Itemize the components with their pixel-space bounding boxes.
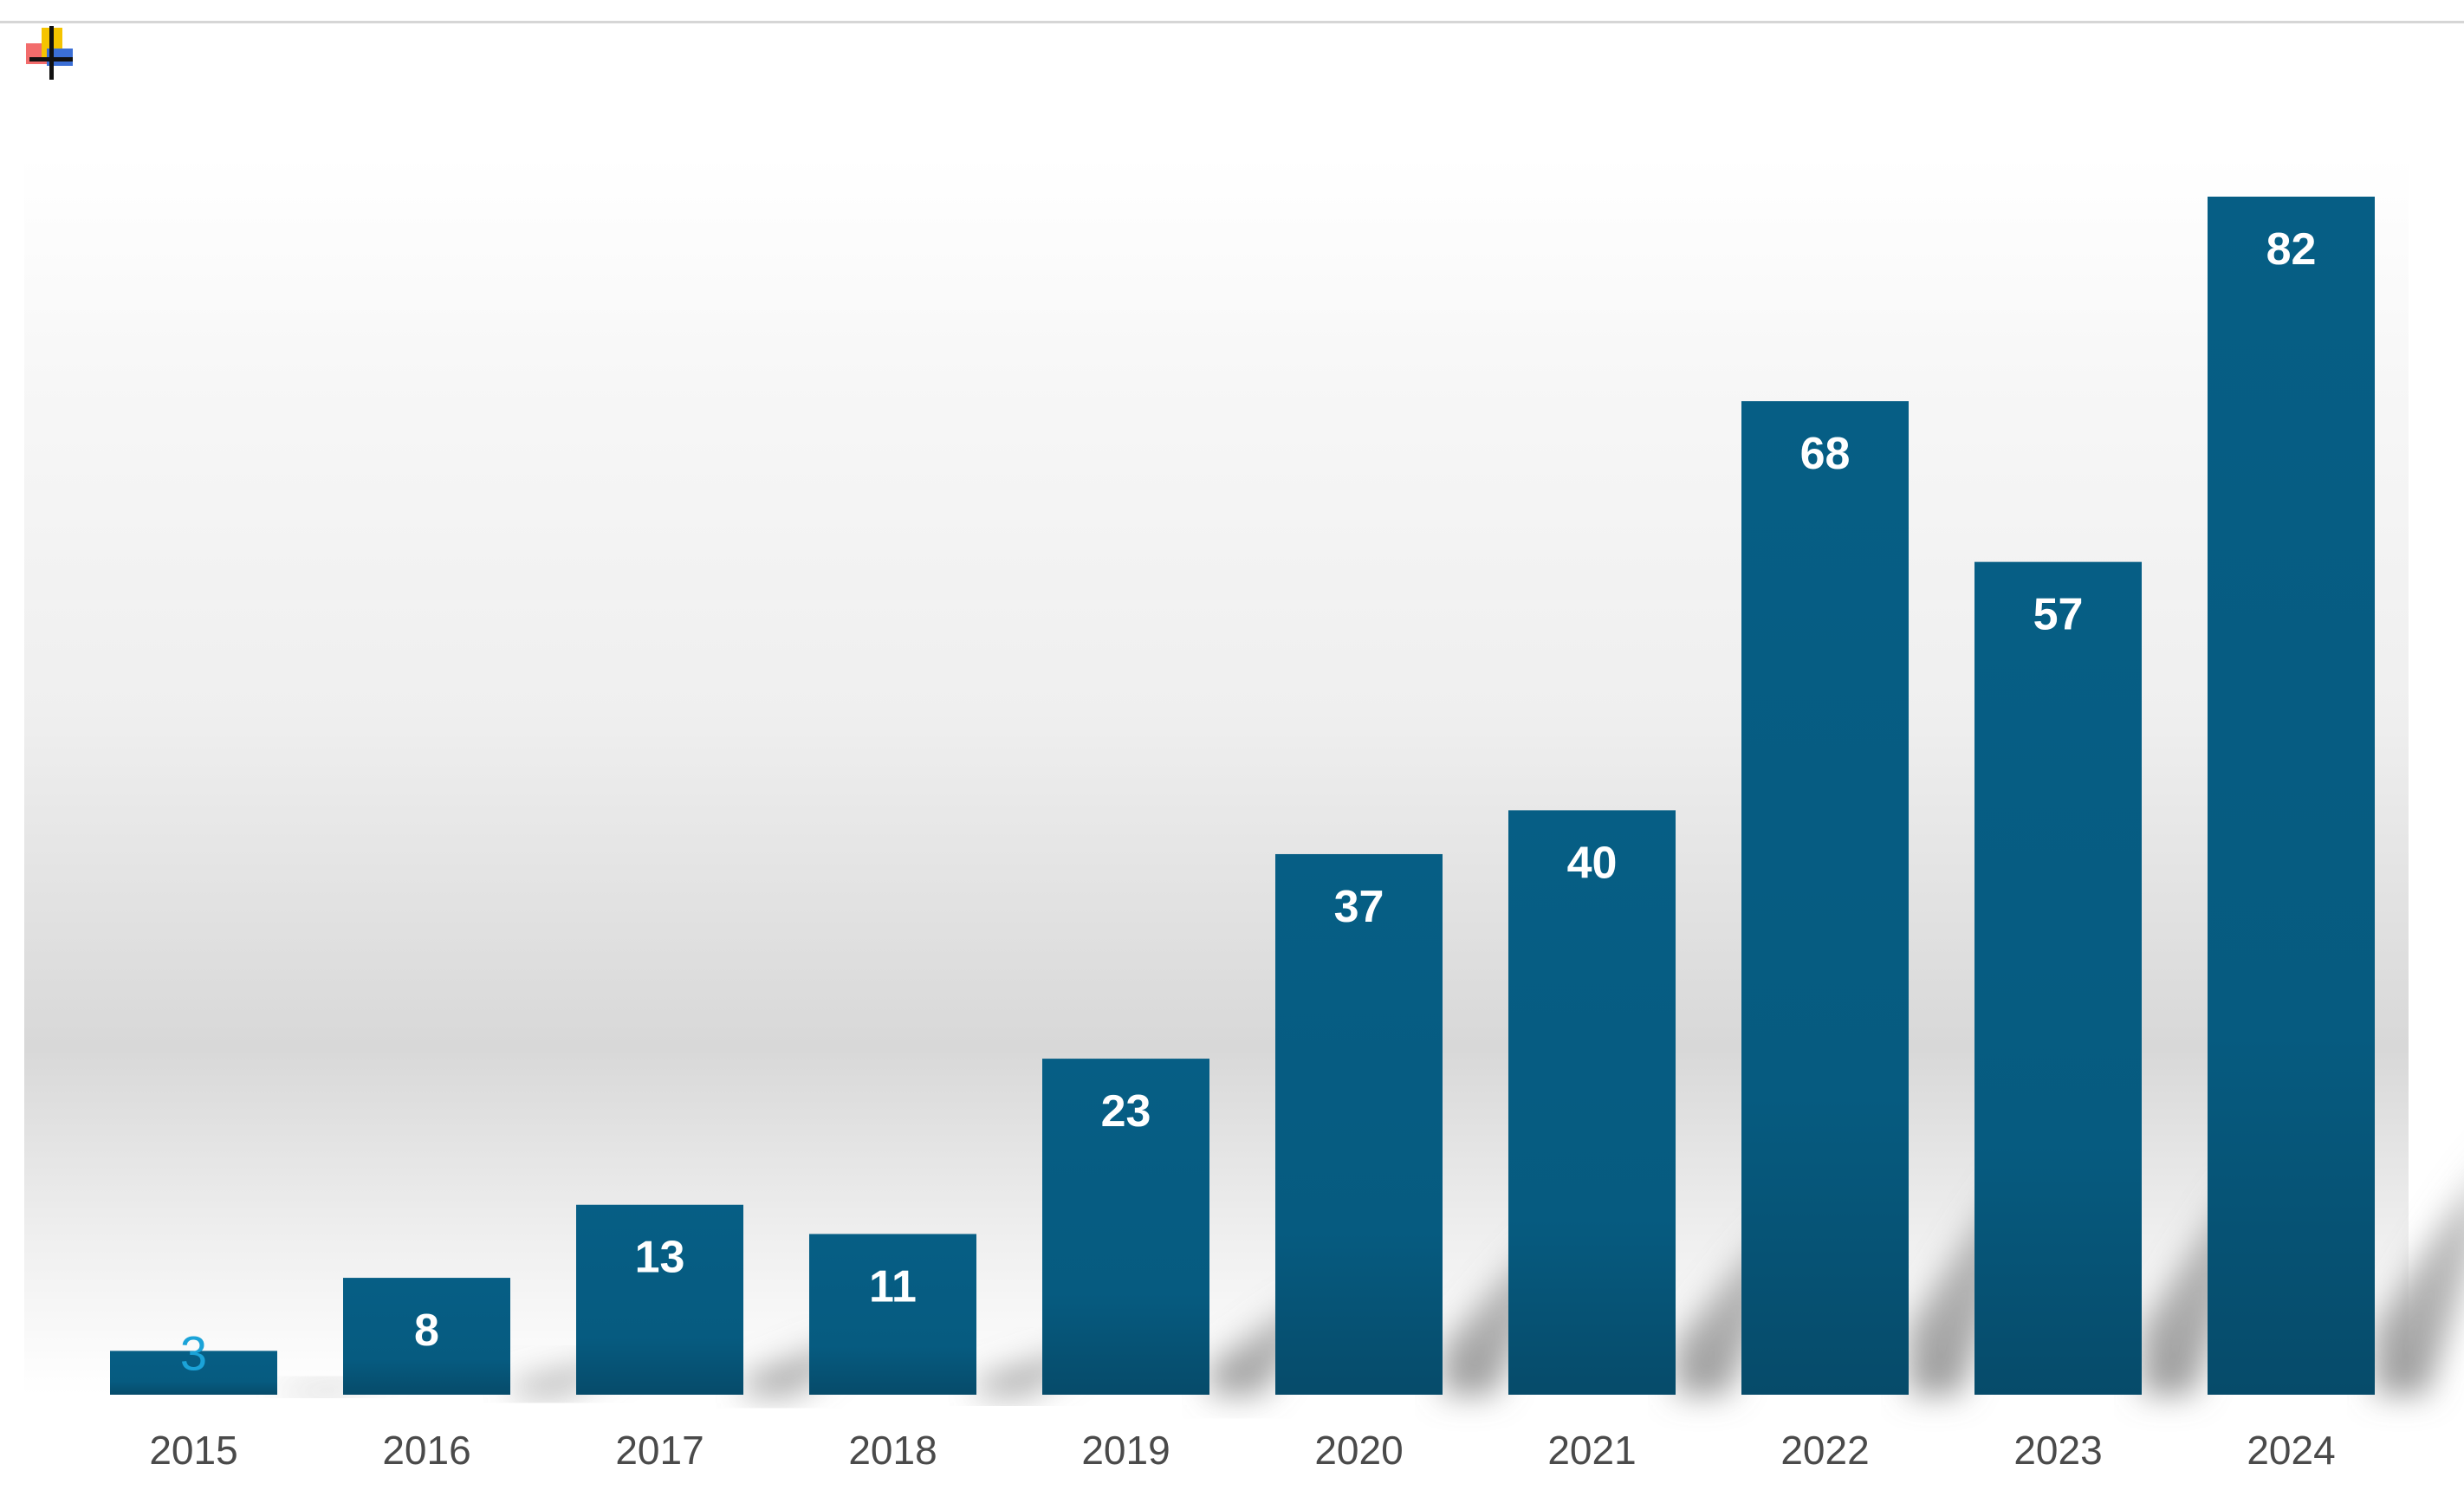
- bar-value-label-2015: 3: [180, 1325, 207, 1380]
- bar-value-label-2021: 40: [1567, 838, 1618, 888]
- bar-2021[interactable]: [1508, 810, 1676, 1395]
- bar-labels: 3 8 13 11 23 37 40 68 57 82: [180, 224, 2317, 1380]
- bar-shadow-2024: [2375, 1186, 2464, 1395]
- bar-value-label-2017: 13: [635, 1233, 685, 1283]
- bar-value-label-2016: 8: [414, 1305, 439, 1356]
- x-tick-label-2020: 2020: [1314, 1428, 1403, 1473]
- bar-2015[interactable]: [110, 1351, 277, 1395]
- bar-2020[interactable]: [1275, 853, 1443, 1395]
- x-tick-labels: 2015 2016 2017 2018 2019 2020 2021 2022 2023 2024: [149, 1428, 2335, 1473]
- x-tick-label-2016: 2016: [382, 1428, 470, 1473]
- x-tick-label-2019: 2019: [1081, 1428, 1170, 1473]
- window-layout-icon[interactable]: [23, 24, 81, 83]
- bar-2016[interactable]: [343, 1278, 510, 1395]
- x-tick-label-2023: 2023: [2013, 1428, 2102, 1473]
- bar-2022[interactable]: [1741, 401, 1909, 1395]
- bar-2023[interactable]: [1974, 561, 2142, 1395]
- x-tick-label-2015: 2015: [149, 1428, 237, 1473]
- bar-2019[interactable]: [1042, 1059, 1209, 1395]
- x-tick-label-2021: 2021: [1547, 1428, 1636, 1473]
- bar-value-label-2018: 11: [869, 1261, 917, 1312]
- bar-value-label-2022: 68: [1800, 429, 1851, 479]
- bar-value-label-2023: 57: [2033, 590, 2084, 640]
- x-tick-label-2024: 2024: [2247, 1428, 2335, 1473]
- bars: [110, 197, 2375, 1395]
- x-tick-label-2018: 2018: [848, 1428, 937, 1473]
- bar-2024[interactable]: [2208, 197, 2375, 1395]
- bar-value-label-2019: 23: [1101, 1086, 1151, 1137]
- x-tick-label-2022: 2022: [1780, 1428, 1869, 1473]
- x-tick-label-2017: 2017: [615, 1428, 704, 1473]
- bar-2018[interactable]: [809, 1234, 976, 1395]
- bar-value-label-2024: 82: [2266, 224, 2317, 275]
- top-divider: [0, 21, 2464, 23]
- bar-2017[interactable]: [576, 1204, 743, 1395]
- bar-value-label-2020: 37: [1334, 882, 1384, 932]
